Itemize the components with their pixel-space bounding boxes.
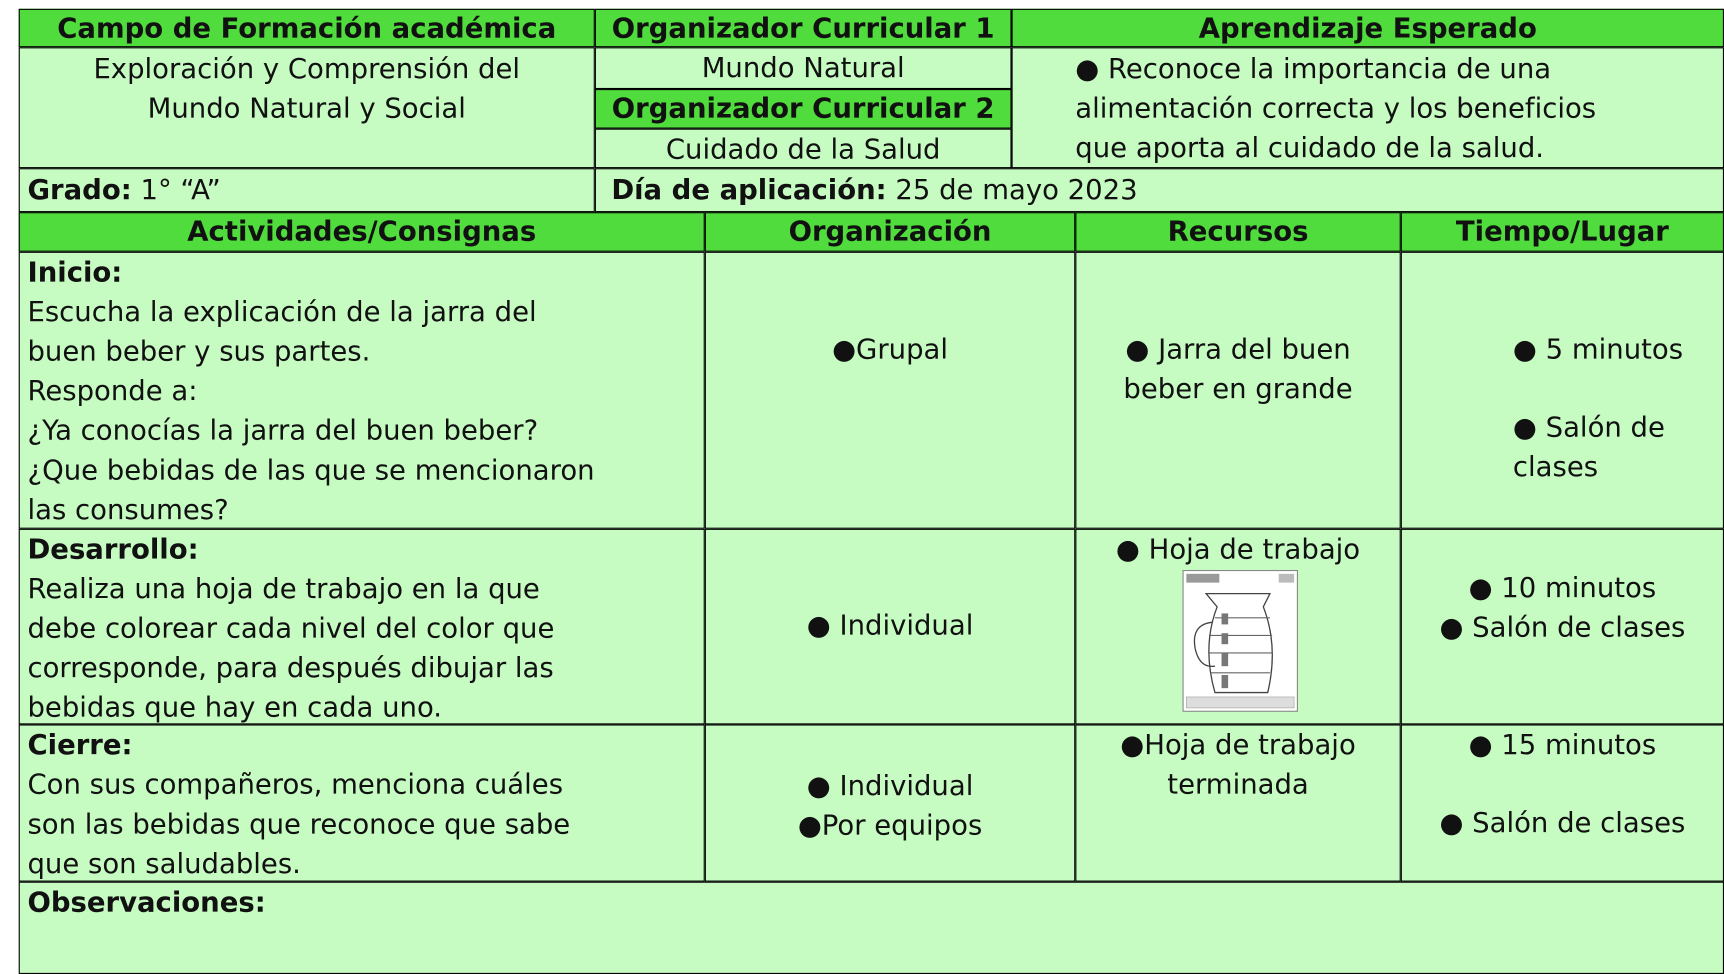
- text-line: ● Individual: [806, 769, 974, 802]
- text-line: que son saludables.: [27, 847, 301, 880]
- phase-label: Inicio:: [27, 256, 123, 289]
- header-cell: Aprendizaje Esperado: [1011, 8, 1724, 48]
- column-header: Actividades/Consignas: [18, 212, 705, 252]
- text-line: ● 10 minutos: [1468, 571, 1657, 604]
- text-line: terminada: [1167, 768, 1309, 801]
- phase-label: Desarrollo:: [27, 533, 199, 566]
- text-line: ●Por equipos: [797, 809, 983, 841]
- time-cell: ● 5 minutos ● Salón de clases: [1400, 251, 1724, 529]
- header-text: Organizador Curricular 2: [611, 92, 995, 125]
- organization-cell: ●Grupal: [704, 251, 1076, 529]
- text-line: buen beber y sus partes.: [27, 335, 371, 368]
- text-line: Mundo Natural y Social: [147, 92, 466, 125]
- text-line: ● Jarra del buen: [1125, 333, 1351, 365]
- column-header: Tiempo/Lugar: [1400, 212, 1724, 252]
- activity-cell: Desarrollo: Realiza una hoja de trabajo …: [18, 528, 705, 725]
- dia-cell: Día de aplicación: 25 de mayo 2023: [594, 168, 1724, 213]
- text: Mundo Natural: [701, 51, 905, 84]
- header-cell: Organizador Curricular 1: [594, 8, 1012, 48]
- text-line: ●Hoja de trabajo: [1120, 728, 1356, 761]
- text-line: Escucha la explicación de la jarra del: [27, 295, 537, 328]
- text-line: ¿Que bebidas de las que se mencionaron: [27, 454, 595, 486]
- text-line: son las bebidas que reconoce que sabe: [27, 807, 571, 840]
- header-cell: Campo de Formación académica: [18, 8, 595, 48]
- activity-cell: Inicio: Escucha la explicación de la jar…: [18, 251, 705, 529]
- text-line: clases: [1512, 450, 1599, 483]
- text: Cuidado de la Salud: [665, 133, 941, 165]
- org1-cell: Mundo Natural: [594, 47, 1012, 90]
- text-line: ¿Ya conocías la jarra del buen beber?: [27, 414, 539, 447]
- text-line: ● Salón de clases: [1439, 611, 1686, 644]
- header-text: Tiempo/Lugar: [1455, 215, 1669, 248]
- observations-cell: Observaciones:: [18, 881, 1724, 974]
- header-text: Organización: [788, 215, 992, 248]
- text-line: bebidas que hay en cada uno.: [27, 691, 443, 724]
- text-line: las consumes?: [27, 493, 229, 526]
- column-header: Recursos: [1075, 212, 1401, 252]
- org2-cell: Cuidado de la Salud: [594, 128, 1012, 169]
- time-cell: ● 15 minutos ● Salón de clases: [1400, 724, 1724, 882]
- text-line: Responde a:: [27, 374, 198, 407]
- text-line: ● 5 minutos: [1512, 333, 1684, 365]
- organization-cell: ● Individual: [704, 528, 1076, 725]
- text-line: que aporta al cuidado de la salud.: [1075, 131, 1545, 164]
- header-text: Actividades/Consignas: [187, 215, 537, 248]
- text-line: ●Grupal: [832, 333, 949, 365]
- text-line: ● Reconoce la importancia de una: [1075, 52, 1552, 85]
- organization-cell: ● Individual ●Por equipos: [704, 724, 1076, 882]
- time-cell: ● 10 minutos ● Salón de clases: [1400, 528, 1724, 725]
- aprendizaje-cell: ● Reconoce la importancia de una aliment…: [1011, 47, 1724, 169]
- text-line: ● 15 minutos: [1468, 728, 1657, 761]
- header-text: Aprendizaje Esperado: [1198, 12, 1537, 44]
- header-text: Recursos: [1167, 215, 1309, 248]
- phase-label: Cierre:: [27, 728, 133, 761]
- observations-label: Observaciones:: [27, 886, 266, 918]
- text-line: ● Individual: [806, 609, 974, 641]
- header-text: Organizador Curricular 1: [611, 12, 995, 44]
- label: Grado:: [27, 173, 132, 206]
- grado-cell: Grado: 1° “A”: [18, 168, 595, 213]
- resources-cell: ●Hoja de trabajo terminada: [1075, 724, 1401, 882]
- text-line: ● Salón de clases: [1439, 806, 1686, 839]
- campo-cell: Exploración y Comprensión del Mundo Natu…: [18, 47, 595, 169]
- text-line: Con sus compañeros, menciona cuáles: [27, 768, 564, 801]
- text-line: corresponde, para después dibujar las: [27, 651, 554, 684]
- header-text: Campo de Formación académica: [57, 12, 557, 44]
- text-line: debe colorear cada nivel del color que: [27, 612, 555, 645]
- text-line: ● Hoja de trabajo: [1115, 533, 1361, 566]
- label: Día de aplicación:: [611, 173, 887, 206]
- column-header: Organización: [704, 212, 1076, 252]
- text-line: beber en grande: [1123, 372, 1353, 405]
- text-line: Realiza una hoja de trabajo en la que: [27, 572, 540, 605]
- value: 1° “A”: [140, 173, 221, 206]
- resources-cell: ● Jarra del buen beber en grande: [1075, 251, 1401, 529]
- value: 25 de mayo 2023: [895, 173, 1138, 206]
- text-line: Exploración y Comprensión del: [93, 52, 521, 85]
- text-line: alimentación correcta y los beneficios: [1075, 92, 1597, 125]
- worksheet-thumbnail: [1182, 569, 1298, 712]
- activity-cell: Cierre: Con sus compañeros, menciona cuá…: [18, 724, 705, 882]
- header-cell: Organizador Curricular 2: [594, 89, 1012, 129]
- text-line: ● Salón de: [1512, 411, 1665, 444]
- resources-cell: ● Hoja de trabajo: [1075, 528, 1401, 725]
